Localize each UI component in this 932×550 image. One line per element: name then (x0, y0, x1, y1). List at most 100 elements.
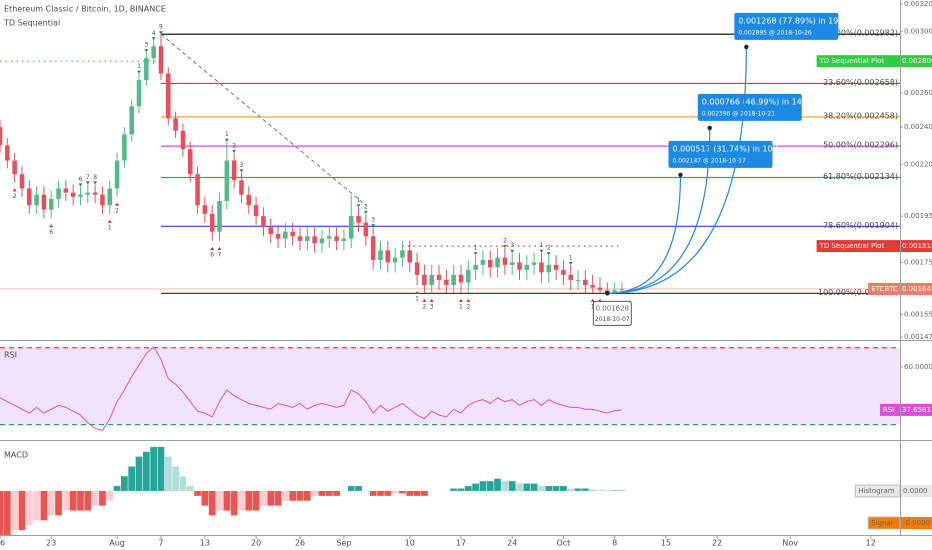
histogram-bar (574, 488, 582, 491)
candle-body (327, 236, 332, 239)
x-tick-label: 15 (661, 539, 671, 548)
histogram-bar (318, 490, 326, 496)
candle-body (392, 257, 398, 263)
plot-layer: 0.00%(0.002982) 23.60%(0.002658) 38.20%(0.… (0, 12, 901, 535)
y-tick-label: 60.0000 (904, 363, 932, 371)
candle-body (173, 118, 178, 131)
candle-body (246, 194, 252, 206)
histogram-bar (69, 490, 77, 511)
chart-title: Ethereum Classic / Bitcoin, 1D, BINANCE (4, 5, 166, 14)
candle-body (5, 145, 10, 161)
td-count: 3 (510, 242, 514, 249)
candle-body (385, 250, 391, 263)
fib-label: 38.20%(0.002458) (823, 111, 898, 120)
histogram-bar (369, 490, 377, 496)
fib-label: 61.80%(0.002134) (823, 172, 898, 181)
histogram-bar (406, 490, 414, 496)
histogram-bar (11, 490, 18, 531)
histogram-bar (25, 490, 33, 526)
macd-value-box (901, 517, 932, 529)
histogram-bar (421, 490, 428, 496)
histogram-bar (516, 483, 523, 491)
td-arrow (539, 249, 544, 253)
axis-last-price: 0.001645 (902, 285, 932, 293)
last-price-symbol: ETCBTC (871, 285, 898, 293)
candle-body (517, 262, 522, 270)
histogram-bar (325, 490, 333, 496)
projection-target (744, 44, 749, 50)
histogram-bar (355, 486, 362, 491)
histogram-bar (0, 490, 4, 535)
td-arrow (473, 252, 478, 256)
histogram-bar (40, 490, 48, 521)
td-count: 3 (144, 42, 148, 49)
x-tick-label: 24 (507, 539, 517, 548)
td-arrow (217, 246, 222, 250)
candle-body (363, 222, 369, 237)
histogram-bar (303, 490, 311, 501)
histogram-bar (99, 490, 106, 506)
td-arrow (510, 249, 515, 253)
histogram-bar (377, 490, 384, 496)
td-count: 1 (357, 197, 361, 204)
histogram-bar (552, 486, 560, 491)
histogram-bar (267, 490, 275, 506)
candle-body (297, 236, 303, 241)
histogram-bar (245, 490, 253, 511)
histogram-bar (157, 446, 165, 491)
td-count: 2 (232, 142, 236, 149)
rsi-name: RSI (883, 406, 894, 414)
td-count: 1 (540, 242, 544, 249)
histogram-bar (333, 490, 340, 496)
candle-body (597, 287, 603, 291)
candle-body (341, 238, 347, 241)
candle-body (546, 264, 552, 273)
histogram-bar (135, 456, 143, 491)
histogram-bar (260, 490, 267, 506)
td-arrow (458, 298, 463, 302)
histogram-bar (538, 486, 545, 491)
candle-body (19, 174, 25, 189)
histogram-bar (150, 446, 158, 491)
histogram-bar (508, 481, 516, 491)
candle-body (444, 279, 449, 286)
histogram-bar (3, 490, 11, 535)
projection-detail: 0.002895 @ 2018-10-26 (738, 29, 811, 36)
axis-price-box (901, 55, 932, 68)
histogram-bar (296, 490, 304, 501)
x-tick-label: Aug (109, 539, 125, 548)
rsi-value-box (901, 403, 932, 416)
projection-curve (607, 46, 747, 294)
candle-body (268, 227, 273, 235)
histogram-bar (282, 490, 289, 501)
projection-detail: 0.002147 @ 2018-10-17 (672, 157, 745, 164)
projection-text: 0.001268 (77.89%) in 19d (738, 16, 843, 25)
histogram-bar (596, 489, 604, 491)
projection-box (697, 93, 802, 121)
histogram-bar (274, 490, 282, 506)
trendline (160, 33, 367, 206)
candle-body (224, 160, 230, 201)
candle-body (370, 236, 376, 260)
td-arrow (78, 183, 83, 187)
candle-body (56, 188, 61, 199)
candle-body (122, 134, 127, 161)
td-count: 2 (364, 203, 368, 210)
projection-target (707, 125, 712, 131)
fib-label: 50.00%(0.002296) (823, 141, 898, 150)
td-count: 1 (225, 131, 229, 138)
td-arrow (371, 224, 376, 228)
candle-body (590, 285, 595, 288)
candle-body (531, 262, 537, 265)
projection-box (734, 12, 839, 40)
histogram-bar (252, 490, 260, 511)
histogram-bar (106, 490, 114, 501)
candle-body (34, 194, 39, 206)
